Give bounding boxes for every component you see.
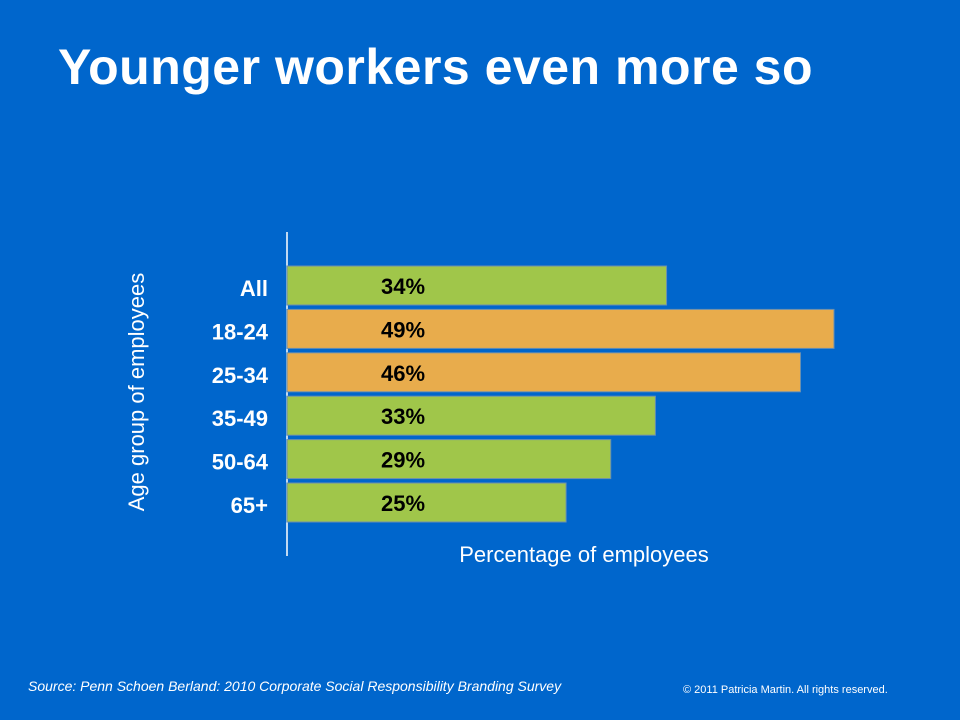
- category-label: All: [240, 276, 268, 301]
- category-label: 35-49: [212, 406, 268, 431]
- slide-title: Younger workers even more so: [58, 39, 813, 95]
- bar-18-24: [286, 308, 835, 349]
- data-label: 29%: [381, 448, 425, 473]
- source-note: Source: Penn Schoen Berland: 2010 Corpor…: [28, 678, 562, 694]
- bar-all: [286, 265, 668, 306]
- bar-35-49: [286, 395, 656, 436]
- bars-layer: [286, 265, 835, 523]
- category-label: 50-64: [212, 450, 269, 475]
- labels-layer: 34% All 49% 18-24 46% 25-34 33% 35-49 29% 50-64 25…: [212, 274, 425, 518]
- data-label: 25%: [381, 491, 425, 516]
- category-label: 25-34: [212, 363, 269, 388]
- category-label: 65+: [231, 493, 268, 518]
- data-label: 49%: [381, 317, 425, 342]
- data-label: 34%: [381, 274, 425, 299]
- bar-50-64: [286, 439, 612, 480]
- bar-25-34: [286, 352, 802, 393]
- category-label: 18-24: [212, 319, 269, 344]
- data-label: 33%: [381, 404, 425, 429]
- copyright-note: © 2011 Patricia Martin. All rights reser…: [683, 684, 888, 696]
- y-axis-title: Age group of employees: [124, 273, 149, 512]
- data-label: 46%: [381, 361, 425, 386]
- bar-65-: [286, 482, 567, 523]
- x-axis-title: Percentage of employees: [459, 542, 709, 567]
